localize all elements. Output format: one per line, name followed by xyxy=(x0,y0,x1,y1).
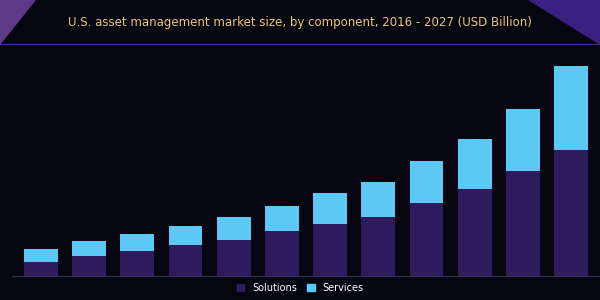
Bar xyxy=(265,231,299,276)
Bar xyxy=(458,189,491,276)
Polygon shape xyxy=(528,0,600,45)
Bar xyxy=(121,234,154,251)
Bar xyxy=(265,206,299,231)
Bar xyxy=(72,256,106,276)
Bar xyxy=(410,161,443,203)
Bar xyxy=(121,251,154,276)
Bar xyxy=(217,240,251,276)
Bar xyxy=(217,217,251,240)
Bar xyxy=(313,224,347,276)
Bar xyxy=(169,226,202,245)
Legend: Solutions, Services: Solutions, Services xyxy=(233,279,367,297)
Bar xyxy=(72,241,106,256)
Bar xyxy=(506,171,540,276)
Bar xyxy=(458,139,491,189)
Bar xyxy=(313,194,347,224)
Bar xyxy=(554,66,588,150)
Bar xyxy=(24,262,58,276)
Bar xyxy=(169,245,202,276)
Text: U.S. asset management market size, by component, 2016 - 2027 (USD Billion): U.S. asset management market size, by co… xyxy=(68,16,532,29)
Bar xyxy=(361,182,395,217)
Bar xyxy=(554,150,588,276)
Bar xyxy=(506,110,540,171)
Bar xyxy=(361,217,395,276)
Polygon shape xyxy=(0,0,36,45)
Bar xyxy=(410,203,443,276)
Bar xyxy=(24,249,58,262)
